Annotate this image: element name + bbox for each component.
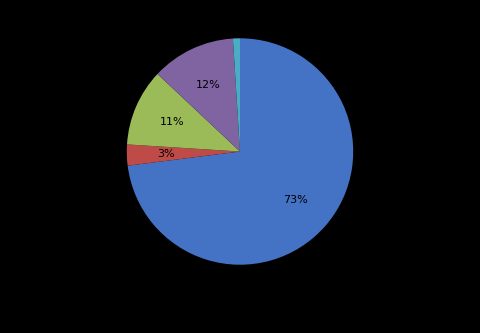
Text: 73%: 73% [283, 195, 308, 205]
Text: 3%: 3% [157, 149, 175, 159]
Wedge shape [127, 74, 240, 152]
Wedge shape [233, 38, 240, 152]
Wedge shape [128, 38, 353, 265]
Text: 12%: 12% [196, 80, 221, 90]
Wedge shape [157, 39, 240, 152]
Wedge shape [127, 145, 240, 166]
Text: 11%: 11% [160, 117, 185, 127]
